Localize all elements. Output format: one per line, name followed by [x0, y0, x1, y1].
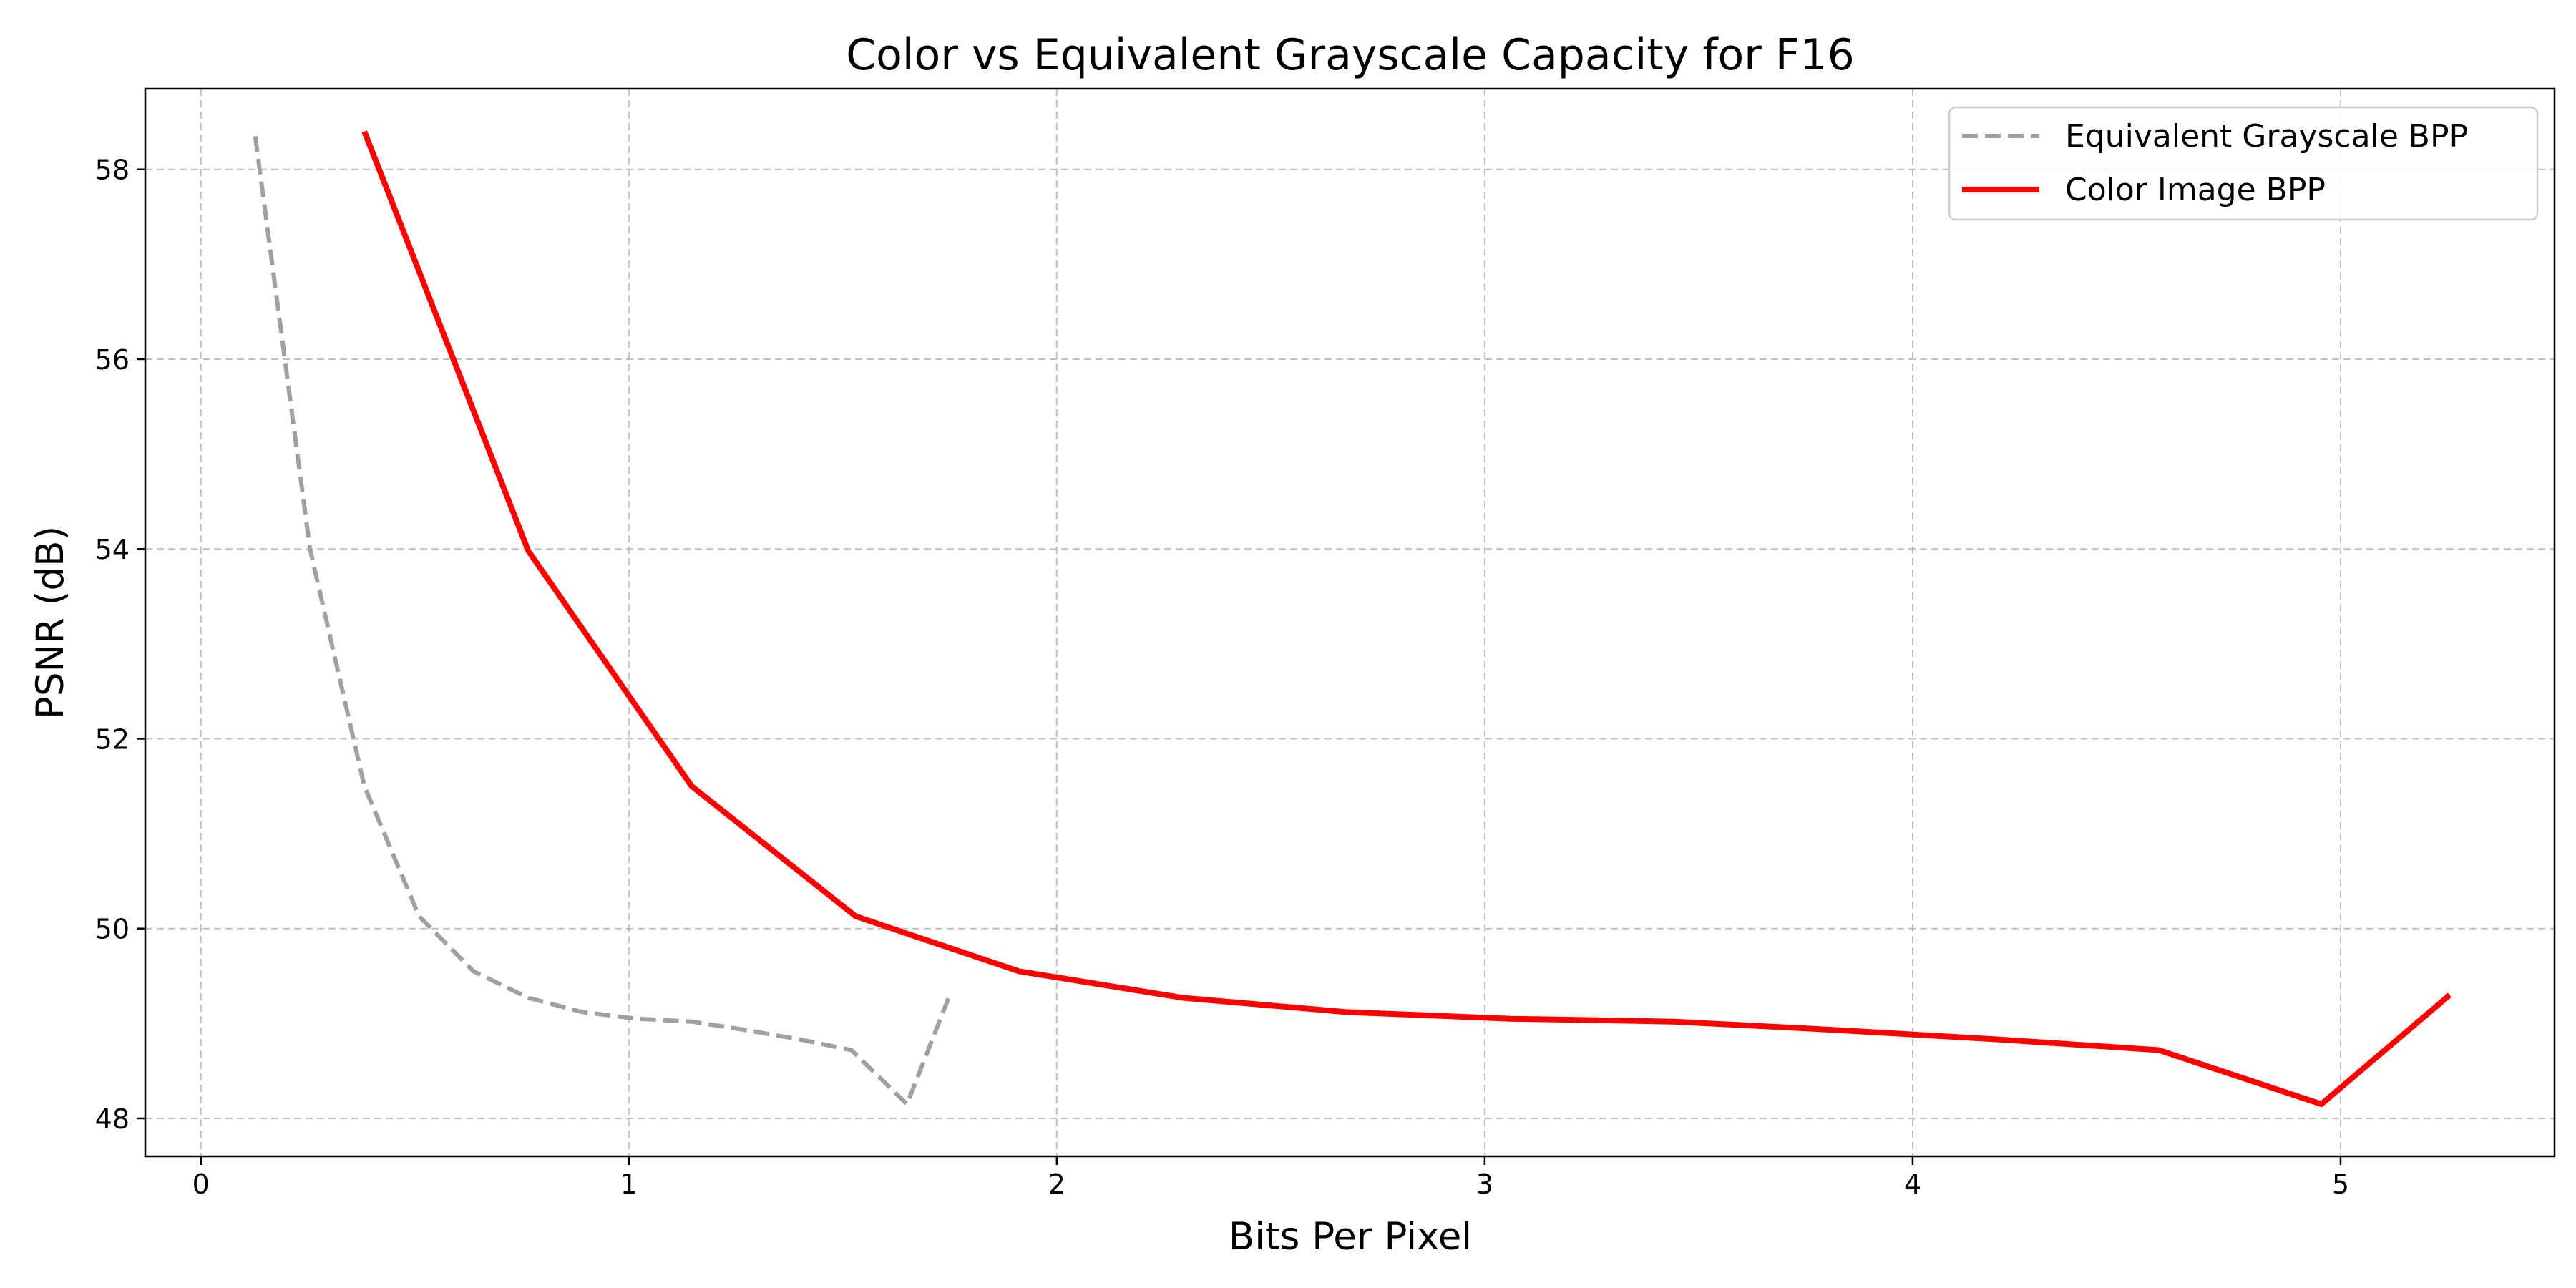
legend-box: [1948, 106, 2539, 221]
y-tick-label: 50: [95, 914, 130, 945]
y-tick-label: 48: [95, 1103, 130, 1135]
x-tick-label: 2: [1048, 1169, 1065, 1200]
x-tick-label: 5: [2332, 1169, 2349, 1200]
y-tick-label: 54: [95, 534, 130, 565]
y-tick-label: 52: [95, 723, 130, 755]
legend: Equivalent Grayscale BPP Color Image BPP: [1948, 106, 2539, 221]
y-axis-label: PSNR (dB): [29, 526, 72, 719]
axis-ticks: 0 1 2 3 4 5 48 50 52 54 56 58: [95, 155, 2349, 1200]
x-tick-label: 4: [1904, 1169, 1921, 1200]
x-axis-label: Bits Per Pixel: [1229, 1215, 1472, 1259]
series-line-grayscale: [253, 135, 952, 1107]
grid-lines: [145, 89, 2555, 1156]
series-lines: [253, 130, 2452, 1108]
x-tick-label: 1: [620, 1169, 638, 1200]
legend-label-grayscale: Equivalent Grayscale BPP: [2065, 118, 2468, 155]
y-tick-label: 58: [95, 155, 130, 186]
x-tick-label: 3: [1476, 1169, 1493, 1200]
x-tick-label: 0: [192, 1169, 210, 1200]
legend-label-color: Color Image BPP: [2065, 172, 2326, 208]
series-line-color: [361, 130, 2452, 1108]
plot-area-frame: [144, 87, 2556, 1158]
y-tick-label: 56: [95, 344, 130, 376]
chart-title: Color vs Equivalent Grayscale Capacity f…: [846, 30, 1855, 80]
